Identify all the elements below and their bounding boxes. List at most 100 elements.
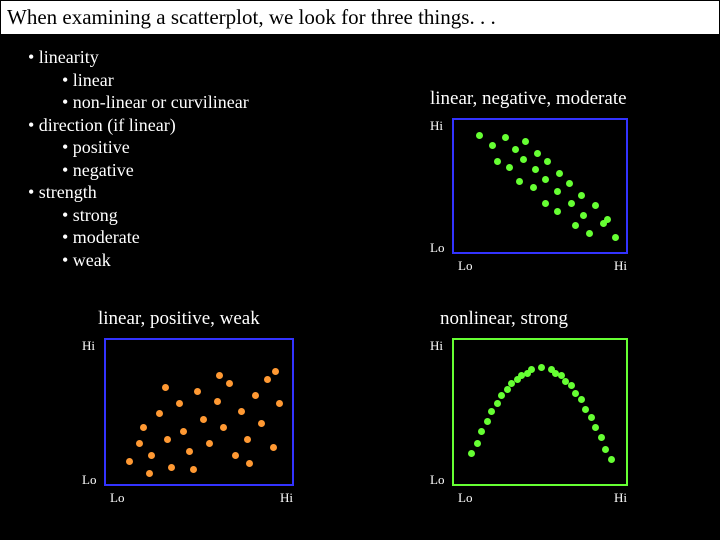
scatter-dot xyxy=(542,176,549,183)
bullet-item: • strength xyxy=(10,181,249,204)
scatter-dot xyxy=(582,406,589,413)
axis-label-x-hi: Hi xyxy=(280,490,293,506)
scatter-dot xyxy=(566,180,573,187)
scatter-dot xyxy=(232,452,239,459)
bullet-list: • linearity• linear• non-linear or curvi… xyxy=(10,46,249,271)
scatter-dot xyxy=(246,460,253,467)
scatter-dot xyxy=(186,448,193,455)
axis-label-x-hi: Hi xyxy=(614,490,627,506)
scatter-dot xyxy=(140,424,147,431)
scatter-dot xyxy=(516,178,523,185)
scatter-dot xyxy=(478,428,485,435)
scatter-dot xyxy=(554,208,561,215)
scatter-dot xyxy=(476,132,483,139)
bullet-item: • non-linear or curvilinear xyxy=(10,91,249,114)
scatter-dot xyxy=(484,418,491,425)
scatter-dot xyxy=(494,400,501,407)
scatter-dot xyxy=(600,220,607,227)
scatter-dot xyxy=(156,410,163,417)
scatter-dot xyxy=(504,386,511,393)
scatter-dot xyxy=(568,200,575,207)
bullet-item: • negative xyxy=(10,159,249,182)
scatter-dot xyxy=(244,436,251,443)
scatter-dot xyxy=(588,414,595,421)
axis-label-y-hi: Hi xyxy=(430,118,443,134)
axis-label-y-lo: Lo xyxy=(82,472,96,488)
scatter-dot xyxy=(602,446,609,453)
chart-neg: Hi Lo Lo Hi xyxy=(452,118,628,254)
bullet-item: • linearity xyxy=(10,46,249,69)
scatter-dot xyxy=(194,388,201,395)
chart-neg-caption: linear, negative, moderate xyxy=(430,88,627,110)
scatter-dot xyxy=(162,384,169,391)
scatter-dot xyxy=(542,200,549,207)
axis-label-x-lo: Lo xyxy=(458,258,472,274)
scatter-dot xyxy=(598,434,605,441)
bullet-item: • linear xyxy=(10,69,249,92)
scatter-dot xyxy=(264,376,271,383)
scatter-dot xyxy=(578,396,585,403)
scatter-dot xyxy=(126,458,133,465)
scatter-dot xyxy=(554,188,561,195)
scatter-dot xyxy=(488,408,495,415)
scatter-dot xyxy=(206,440,213,447)
scatter-dot xyxy=(538,364,545,371)
scatter-dot xyxy=(200,416,207,423)
scatter-dot xyxy=(544,158,551,165)
axis-label-y-hi: Hi xyxy=(430,338,443,354)
scatter-dot xyxy=(502,134,509,141)
scatter-dot xyxy=(592,424,599,431)
scatter-dot xyxy=(214,398,221,405)
scatter-dot xyxy=(514,376,521,383)
scatter-dot xyxy=(226,380,233,387)
scatter-dot xyxy=(524,370,531,377)
scatter-dot xyxy=(572,390,579,397)
page-title: When examining a scatterplot, we look fo… xyxy=(0,0,720,35)
axis-label-y-lo: Lo xyxy=(430,472,444,488)
scatter-dot xyxy=(468,450,475,457)
chart-non-box xyxy=(452,338,628,486)
chart-non-caption: nonlinear, strong xyxy=(440,308,568,330)
scatter-dot xyxy=(220,424,227,431)
scatter-dot xyxy=(522,138,529,145)
scatter-dot xyxy=(592,202,599,209)
scatter-dot xyxy=(474,440,481,447)
axis-label-x-lo: Lo xyxy=(110,490,124,506)
scatter-dot xyxy=(146,470,153,477)
scatter-dot xyxy=(568,382,575,389)
bullet-item: • weak xyxy=(10,249,249,272)
scatter-dot xyxy=(180,428,187,435)
scatter-dot xyxy=(530,184,537,191)
scatter-dot xyxy=(270,444,277,451)
scatter-dot xyxy=(520,156,527,163)
bullet-item: • positive xyxy=(10,136,249,159)
bullet-item: • strong xyxy=(10,204,249,227)
scatter-dot xyxy=(494,158,501,165)
scatter-dot xyxy=(498,392,505,399)
scatter-dot xyxy=(148,452,155,459)
scatter-dot xyxy=(164,436,171,443)
scatter-dot xyxy=(580,212,587,219)
scatter-dot xyxy=(272,368,279,375)
axis-label-y-lo: Lo xyxy=(430,240,444,256)
chart-neg-box xyxy=(452,118,628,254)
scatter-dot xyxy=(552,370,559,377)
bullet-item: • moderate xyxy=(10,226,249,249)
scatter-dot xyxy=(136,440,143,447)
chart-pos-caption: linear, positive, weak xyxy=(98,308,260,330)
scatter-dot xyxy=(252,392,259,399)
scatter-dot xyxy=(506,164,513,171)
scatter-dot xyxy=(489,142,496,149)
scatter-dot xyxy=(572,222,579,229)
axis-label-x-lo: Lo xyxy=(458,490,472,506)
scatter-dot xyxy=(556,170,563,177)
scatter-dot xyxy=(258,420,265,427)
scatter-dot xyxy=(276,400,283,407)
chart-non: Hi Lo Lo Hi xyxy=(452,338,628,486)
scatter-dot xyxy=(190,466,197,473)
scatter-dot xyxy=(578,192,585,199)
axis-label-y-hi: Hi xyxy=(82,338,95,354)
scatter-dot xyxy=(532,166,539,173)
scatter-dot xyxy=(562,378,569,385)
chart-pos-box xyxy=(104,338,294,486)
